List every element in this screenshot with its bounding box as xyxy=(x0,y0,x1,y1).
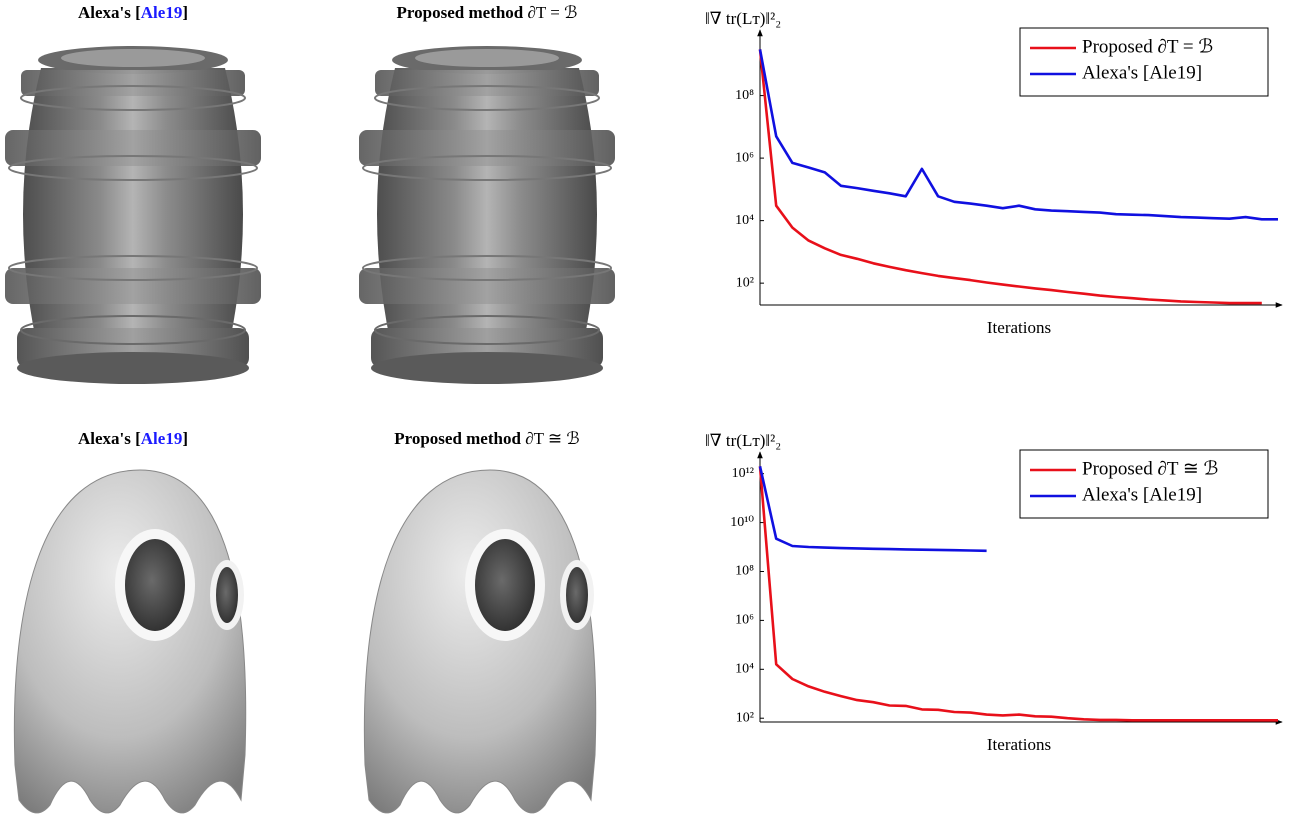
x-axis-label: Iterations xyxy=(987,318,1051,337)
caption: Alexa's [Ale19] xyxy=(78,429,188,448)
y-tick-label: 10¹² xyxy=(732,466,754,481)
figure: Alexa's [Ale19]Proposed method ∂T = ℬAle… xyxy=(0,0,1293,828)
y-tick-label: 10⁶ xyxy=(735,150,754,165)
y-tick-label: 10⁸ xyxy=(735,88,754,103)
y-axis-label: ‖∇ tr(Lᴛ)‖²₂ xyxy=(705,9,781,28)
ghost-render xyxy=(14,470,245,813)
y-tick-label: 10² xyxy=(736,710,754,725)
legend-label: Proposed ∂T = ℬ xyxy=(1082,36,1213,57)
caption-part: Alexa's [ xyxy=(78,429,141,448)
caption-part: Alexa's [ xyxy=(78,3,141,22)
barrel-render xyxy=(359,46,615,384)
caption-part: Ale19 xyxy=(141,429,183,448)
legend-label: Alexa's [Ale19] xyxy=(1082,62,1202,83)
caption-part: ∂T ≅ ℬ xyxy=(521,429,580,448)
y-tick-label: 10² xyxy=(736,275,754,290)
caption: Alexa's [Ale19] xyxy=(78,3,188,22)
legend-label: Proposed ∂T ≅ ℬ xyxy=(1082,458,1218,479)
legend-label: Alexa's [Ale19] xyxy=(1082,484,1202,505)
series-line xyxy=(760,466,987,551)
y-tick-label: 10¹⁰ xyxy=(730,515,754,530)
caption: Proposed method ∂T ≅ ℬ xyxy=(394,429,580,448)
caption-part: Ale19 xyxy=(141,3,183,22)
ghost-render xyxy=(364,470,595,813)
x-axis-label: Iterations xyxy=(987,735,1051,754)
caption-part: Proposed method xyxy=(394,429,521,448)
caption-part: Proposed method xyxy=(397,3,524,22)
y-axis-label: ‖∇ tr(Lᴛ)‖²₂ xyxy=(705,431,781,450)
legend: Proposed ∂T ≅ ℬ Alexa's [Ale19] xyxy=(1020,450,1268,518)
caption: Proposed method ∂T = ℬ xyxy=(397,3,578,22)
y-tick-label: 10⁴ xyxy=(735,213,754,228)
caption-part: ] xyxy=(182,429,188,448)
y-tick-label: 10⁶ xyxy=(735,613,754,628)
y-tick-label: 10⁴ xyxy=(735,662,754,677)
barrel-render xyxy=(5,46,261,384)
caption-part: ] xyxy=(182,3,188,22)
caption-part: ∂T = ℬ xyxy=(523,3,577,22)
y-tick-label: 10⁸ xyxy=(735,564,754,579)
legend: Proposed ∂T = ℬ Alexa's [Ale19] xyxy=(1020,28,1268,96)
